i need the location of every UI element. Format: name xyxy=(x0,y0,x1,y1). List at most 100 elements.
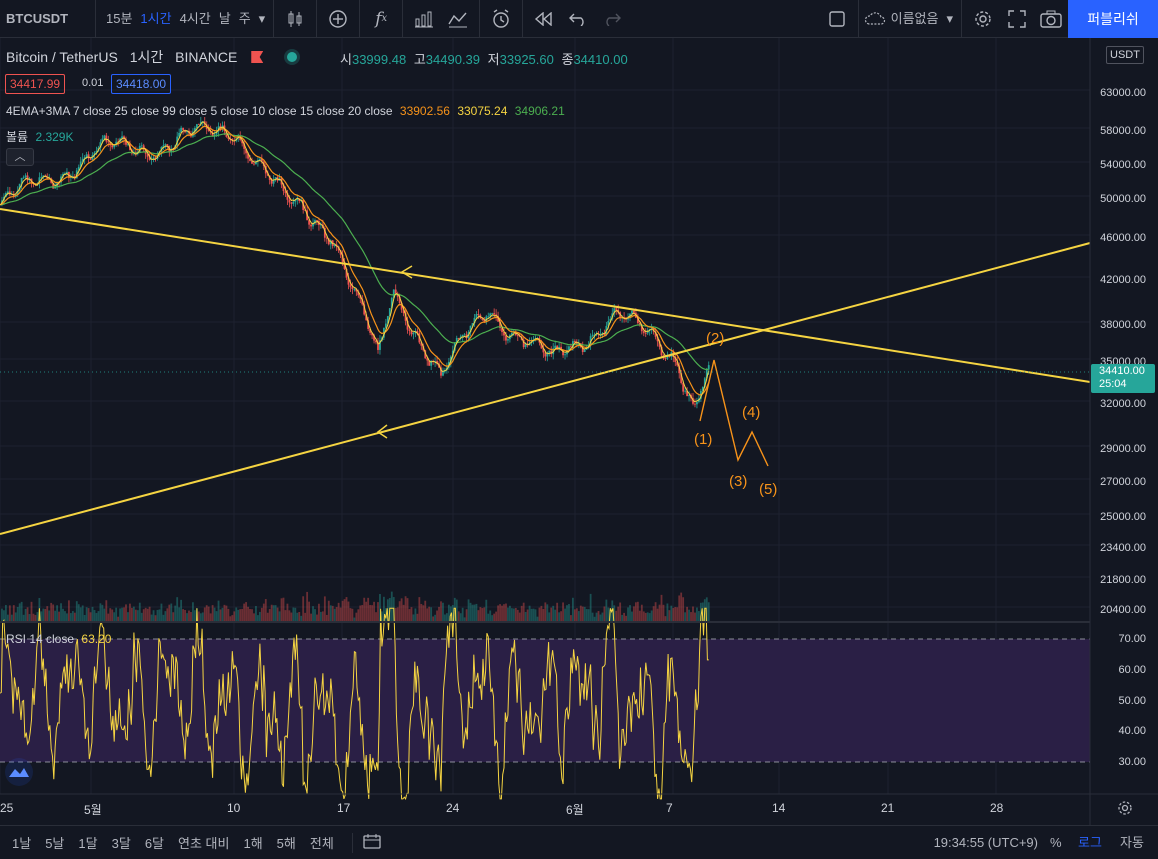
interval-week[interactable]: 주 xyxy=(238,10,251,26)
range-6m[interactable]: 6달 xyxy=(144,836,165,851)
percent-toggle[interactable]: % xyxy=(1050,835,1062,850)
candle-body xyxy=(664,358,667,360)
candle-body xyxy=(570,346,572,348)
volume-bar xyxy=(178,607,181,622)
elliott-wave-path[interactable] xyxy=(699,359,769,467)
rsi-label: RSI 14 close xyxy=(6,632,75,646)
candle-body xyxy=(103,135,106,139)
volume-bar xyxy=(123,607,125,622)
collapse-legend-chevron-up-icon[interactable]: ︿ xyxy=(6,148,34,166)
candle-body xyxy=(325,237,328,239)
volume-bar xyxy=(199,613,202,622)
tradingview-logo-icon[interactable] xyxy=(5,758,33,786)
interval-4h[interactable]: 4시간 xyxy=(179,10,211,26)
volume-bar xyxy=(42,608,45,622)
buy-price-box[interactable]: 34418.00 xyxy=(111,74,172,94)
volume-bar xyxy=(562,602,564,622)
range-all[interactable]: 전체 xyxy=(309,836,334,851)
volume-bar xyxy=(272,605,275,622)
volume-bar xyxy=(633,606,635,622)
volume-bar xyxy=(505,603,507,622)
replay-icon[interactable] xyxy=(527,0,561,38)
cloud-icon xyxy=(863,0,887,38)
candle-body xyxy=(379,340,381,350)
undo-icon[interactable] xyxy=(561,0,595,38)
volume-bar xyxy=(591,612,594,622)
interval-1h[interactable]: 1시간 xyxy=(140,10,172,26)
fullscreen-icon[interactable] xyxy=(1000,0,1034,38)
volume-bar xyxy=(457,611,460,622)
volume-bar xyxy=(66,613,68,622)
time-label: 17 xyxy=(337,801,351,815)
volume-bar xyxy=(607,607,610,622)
volume-bar xyxy=(160,603,163,622)
volume-bar xyxy=(318,603,320,622)
interval-15m[interactable]: 15분 xyxy=(106,10,133,26)
symbol-search[interactable]: BTCUSDT xyxy=(0,0,96,38)
descending-trendline[interactable] xyxy=(0,208,1091,383)
axis-settings-gear-icon[interactable] xyxy=(1117,800,1133,821)
financials-icon[interactable] xyxy=(407,0,441,38)
candle-body xyxy=(656,336,659,342)
volume-bar xyxy=(237,609,240,622)
range-5d[interactable]: 5날 xyxy=(45,836,65,851)
range-3m[interactable]: 3달 xyxy=(111,836,131,851)
range-5y[interactable]: 5해 xyxy=(276,836,296,851)
volume-bar xyxy=(99,603,102,622)
candle-type-icon[interactable] xyxy=(278,0,312,38)
candle-body xyxy=(308,220,310,225)
interval-day[interactable]: 날 xyxy=(218,10,231,26)
volume-bar xyxy=(656,608,659,622)
compare-plus-icon[interactable] xyxy=(321,0,355,38)
flag-icon[interactable] xyxy=(251,51,264,63)
chart-area[interactable]: Bitcoin / TetherUS 1시간 BINANCE 시33999.48… xyxy=(0,38,1158,825)
volume-bar xyxy=(107,613,110,622)
clock-timezone[interactable]: 19:34:55 (UTC+9) xyxy=(933,835,1038,850)
candle-body xyxy=(522,339,525,348)
layout-name[interactable]: 이름없음 xyxy=(890,10,939,26)
volume-bar xyxy=(638,610,641,622)
fullscreen-box-icon[interactable] xyxy=(820,0,854,38)
candle-body xyxy=(554,345,557,349)
volume-bar xyxy=(396,607,399,622)
redo-icon[interactable] xyxy=(595,0,629,38)
candle-body xyxy=(79,161,82,167)
log-toggle[interactable]: 로그 xyxy=(1078,835,1102,850)
settings-gear-icon[interactable] xyxy=(966,0,1000,38)
goto-date-calendar-icon[interactable] xyxy=(363,833,381,852)
volume-bar xyxy=(58,611,60,622)
snapshot-camera-icon[interactable] xyxy=(1034,0,1068,38)
range-ytd[interactable]: 연초 대비 xyxy=(178,836,230,851)
candle-body xyxy=(207,128,210,131)
volume-bar xyxy=(400,598,403,622)
volume-bar xyxy=(579,605,582,622)
rsi-legend: RSI 14 close 63.20 xyxy=(6,632,115,646)
chart-canvas[interactable] xyxy=(0,38,1158,825)
candle-body xyxy=(489,313,492,317)
sell-price-box[interactable]: 34417.99 xyxy=(5,74,66,94)
candle-body xyxy=(646,330,649,334)
publish-button[interactable]: 퍼블리쉬 xyxy=(1068,0,1158,38)
ascending-trendline[interactable] xyxy=(0,242,1091,535)
volume-bar xyxy=(526,609,529,622)
volume-bar xyxy=(323,596,326,622)
layout-dropdown-icon[interactable]: ▾ xyxy=(946,10,953,26)
range-1d[interactable]: 1날 xyxy=(12,836,32,851)
volume-bar xyxy=(282,597,285,622)
rsi-axis-label: 40.00 xyxy=(1118,725,1146,737)
trendline-arrow xyxy=(376,424,388,439)
candle-body xyxy=(12,194,15,197)
range-1m[interactable]: 1달 xyxy=(78,836,98,851)
candle-body xyxy=(241,139,244,144)
range-1y[interactable]: 1해 xyxy=(243,836,263,851)
interval-dropdown-icon[interactable]: ▾ xyxy=(258,10,266,26)
volume-bar xyxy=(398,601,401,622)
auto-toggle[interactable]: 자동 xyxy=(1120,835,1144,850)
currency-badge[interactable]: USDT xyxy=(1106,46,1144,64)
volume-bar xyxy=(556,602,559,622)
alert-clock-icon[interactable] xyxy=(484,0,518,38)
templates-icon[interactable] xyxy=(441,0,475,38)
candle-body xyxy=(442,371,444,376)
volume-bar xyxy=(129,603,131,622)
